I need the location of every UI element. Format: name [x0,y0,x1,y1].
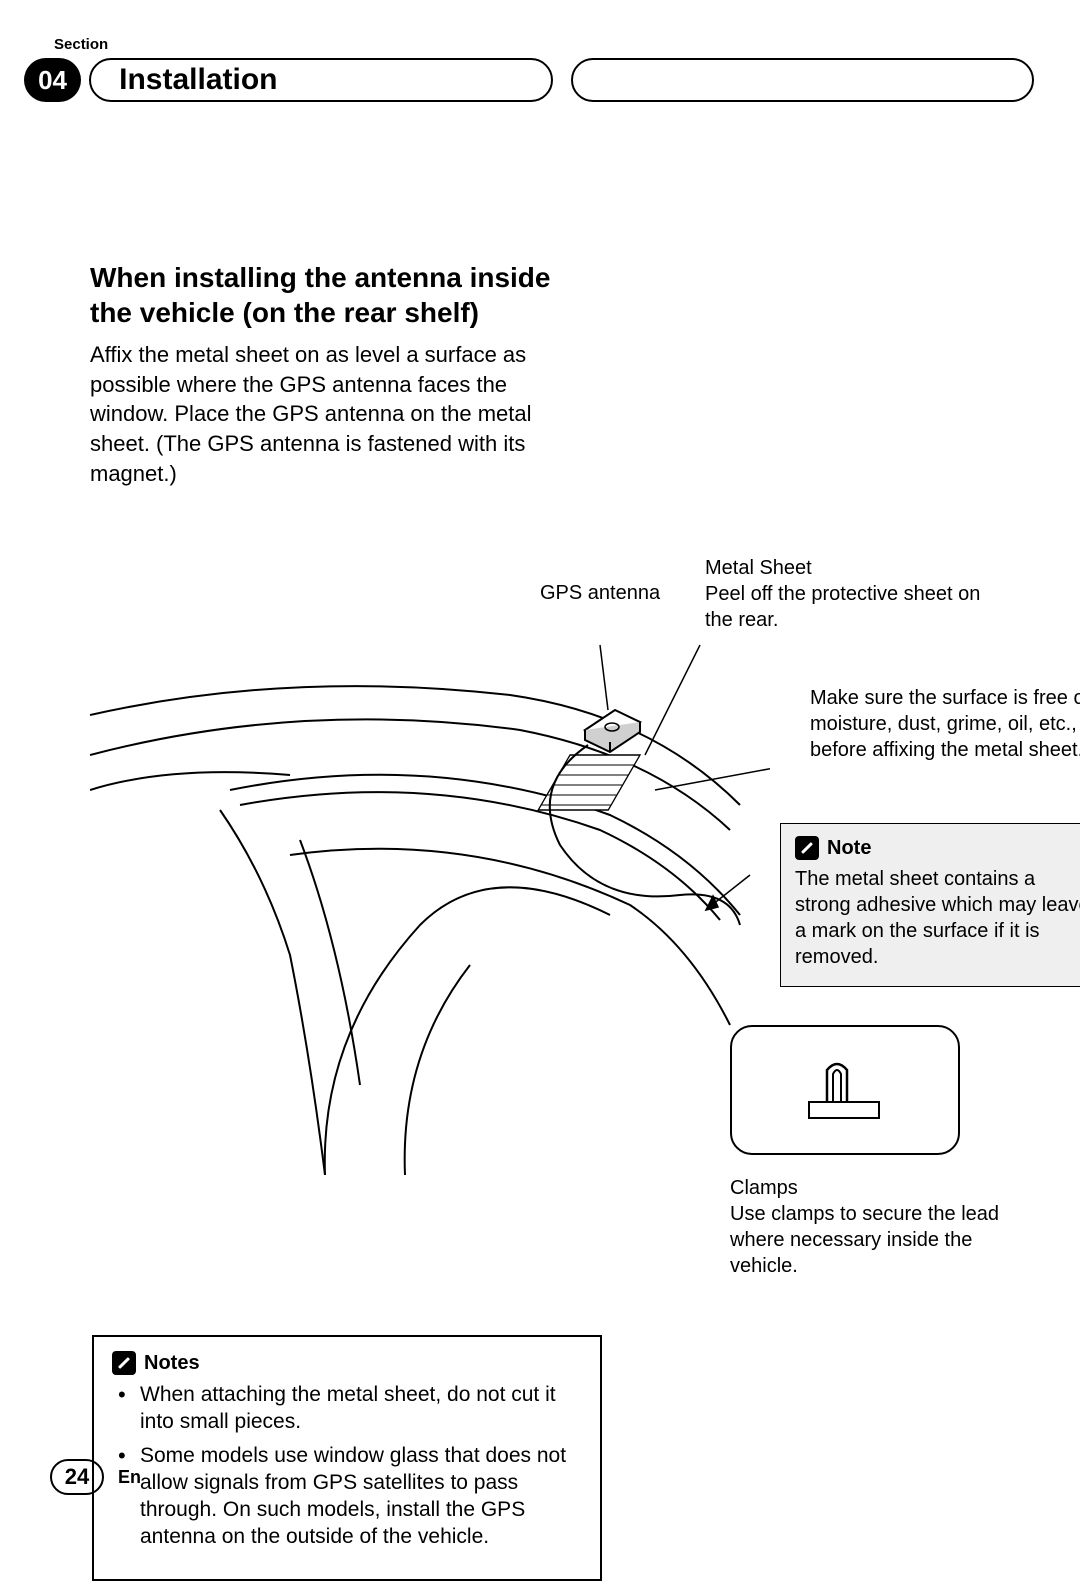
main-content: When installing the antenna inside the v… [90,260,590,488]
section-label: Section [54,36,108,53]
language-code: En [118,1467,141,1488]
label-clamps-title: Clamps [730,1177,798,1199]
notes-title: Notes [144,1352,200,1375]
list-item: When attaching the metal sheet, do not c… [112,1381,582,1436]
clamp-icon [807,1062,887,1122]
page-footer: 24 En [50,1459,141,1495]
pencil-icon [795,836,819,860]
note-header: Note [795,836,1080,860]
notes-box: Notes When attaching the metal sheet, do… [92,1335,602,1581]
pencil-icon [112,1351,136,1375]
label-clamps-desc: Use clamps to secure the lead where nece… [730,1203,999,1277]
notes-list: When attaching the metal sheet, do not c… [112,1381,582,1551]
label-metal-sheet-title: Metal Sheet [705,557,812,579]
note-box: Note The metal sheet contains a strong a… [780,823,1080,987]
note-title: Note [827,837,871,860]
note-body: The metal sheet contains a strong adhesi… [795,866,1080,970]
label-clamps: Clamps Use clamps to secure the lead whe… [730,1175,1030,1279]
notes-header: Notes [112,1351,582,1375]
diagram-area: GPS antenna Metal Sheet Peel off the pro… [90,555,1010,1335]
list-item: Some models use window glass that does n… [112,1442,582,1551]
page-header: 04 Installation [24,58,1034,102]
subheading: When installing the antenna inside the v… [90,260,590,330]
vehicle-diagram [90,615,770,1175]
page-number: 24 [50,1459,104,1495]
body-text: Affix the metal sheet on as level a surf… [90,340,590,488]
section-title: Installation [89,58,553,102]
section-number: 04 [24,58,81,102]
header-blank-pill [571,58,1034,102]
label-surface: Make sure the surface is free of moistur… [810,685,1080,763]
label-gps-antenna: GPS antenna [540,580,660,606]
